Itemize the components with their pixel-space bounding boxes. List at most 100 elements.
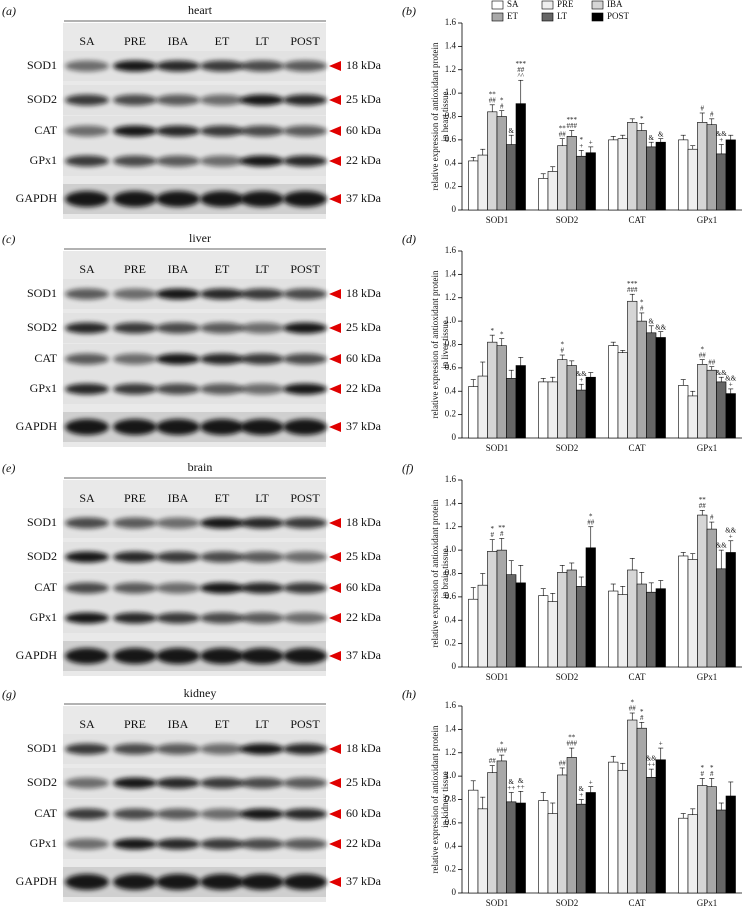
- error-bar: [559, 767, 565, 775]
- error-bar: [550, 802, 556, 814]
- marker-arrow: [329, 289, 341, 299]
- marker-arrow: [329, 583, 341, 593]
- error-bar: [489, 765, 495, 773]
- legend-label: POST: [607, 11, 630, 21]
- blot-band: [283, 353, 327, 365]
- bar: [716, 381, 727, 439]
- bar: [697, 364, 708, 439]
- error-bar: [480, 573, 486, 586]
- bar: [655, 337, 666, 439]
- bar: [576, 389, 587, 439]
- significance-mark: +: [729, 381, 733, 389]
- marker-arrow: [329, 422, 341, 432]
- y-axis-label: in kidney tissue: [440, 771, 450, 828]
- protein-label: GAPDH: [16, 874, 58, 888]
- bar: [515, 103, 526, 211]
- significance-mark: ##: [489, 96, 497, 104]
- error-bar: [620, 350, 626, 353]
- marker-arrow: [329, 194, 341, 204]
- blot-band: [113, 353, 157, 365]
- blot-band: [65, 612, 109, 624]
- error-bar: [480, 796, 486, 809]
- bar: [687, 559, 698, 668]
- error-bar: [680, 813, 686, 819]
- significance-mark: &&: [716, 130, 727, 138]
- significance-mark: *: [640, 708, 644, 716]
- lane-label: IBA: [168, 491, 189, 505]
- y-tick-label: 1.0: [445, 770, 457, 780]
- marker-arrow: [329, 778, 341, 788]
- blot-band: [200, 288, 244, 300]
- x-tick-label: CAT: [628, 898, 646, 908]
- bar: [538, 595, 549, 668]
- blot-band: [156, 777, 200, 789]
- bar: [487, 341, 498, 439]
- bar: [608, 590, 619, 668]
- lane-label: LT: [255, 262, 269, 276]
- y-tick-label: 1.2: [445, 747, 456, 757]
- x-tick-label: CAT: [628, 215, 646, 225]
- error-bar: [489, 334, 495, 343]
- error-bar: [728, 781, 734, 796]
- error-bar: [690, 145, 696, 150]
- error-bar: [620, 586, 626, 595]
- x-tick-label: CAT: [628, 443, 646, 453]
- significance-mark: ++: [647, 761, 655, 769]
- bar: [566, 757, 577, 894]
- error-bar: [518, 565, 524, 583]
- bar: [636, 320, 647, 439]
- blot-band: [65, 125, 109, 137]
- blot-band: [240, 94, 284, 106]
- protein-label: GPx1: [30, 381, 57, 395]
- blot-band: [240, 838, 284, 850]
- y-tick-label: 1.0: [445, 544, 457, 554]
- bar: [655, 588, 666, 668]
- protein-label: GPx1: [30, 153, 57, 167]
- blot-band: [283, 743, 327, 755]
- bar: [547, 381, 558, 439]
- lane-label: ET: [215, 34, 230, 48]
- error-bar: [620, 762, 626, 771]
- bar: [477, 375, 488, 439]
- blot-band: [113, 419, 157, 435]
- tissue-title: brain: [188, 460, 213, 474]
- significance-mark: &&: [655, 323, 666, 331]
- y-axis-label: relative expression of antioxidant prote…: [430, 725, 440, 873]
- error-bar: [499, 338, 505, 346]
- protein-label: GPx1: [30, 836, 57, 850]
- bar: [617, 594, 628, 668]
- marker-arrow: [329, 809, 341, 819]
- bar: [506, 801, 517, 894]
- blot-band: [200, 582, 244, 594]
- error-bar: [690, 553, 696, 560]
- significance-mark: #: [500, 102, 504, 110]
- bar: [678, 555, 689, 668]
- lane-label: ET: [215, 717, 230, 731]
- bar: [655, 141, 666, 211]
- blot-band: [200, 419, 244, 435]
- bar: [585, 547, 596, 668]
- bar: [496, 760, 507, 894]
- blot-band: [113, 191, 157, 207]
- error-bar: [470, 587, 476, 600]
- significance-mark: &&: [646, 755, 657, 763]
- significance-mark: **: [568, 734, 576, 742]
- significance-mark: #: [701, 770, 705, 778]
- blot-band: [113, 288, 157, 300]
- blot-band: [283, 191, 327, 207]
- blot-band: [156, 191, 200, 207]
- size-label: 25 kDa: [346, 320, 382, 334]
- lane-label: LT: [255, 34, 269, 48]
- error-bar: [610, 341, 616, 346]
- legend-label: PRE: [557, 0, 574, 9]
- significance-mark: &: [658, 130, 664, 138]
- blot-band: [156, 155, 200, 167]
- blot-band: [240, 125, 284, 137]
- significance-mark: *: [701, 764, 705, 772]
- bar: [468, 789, 479, 894]
- blot-band: [240, 322, 284, 334]
- lane-label: LT: [255, 491, 269, 505]
- significance-mark: **: [699, 496, 707, 504]
- y-tick-label: 1.6: [445, 245, 457, 255]
- blot-band: [65, 191, 109, 207]
